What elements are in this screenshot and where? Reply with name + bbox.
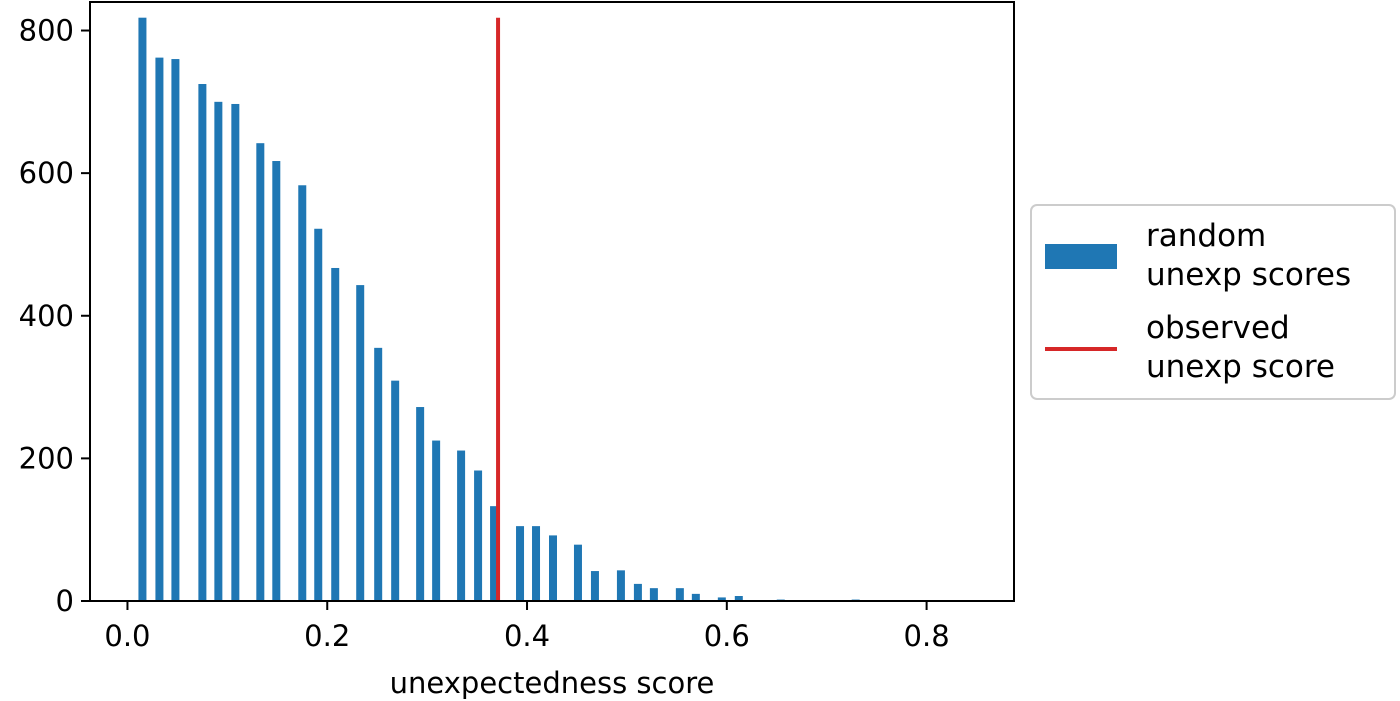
legend-label-random-scores: random unexp scores [1146,218,1351,293]
histogram-bar [298,185,307,601]
x-tick-label: 0.6 [704,619,750,653]
histogram-bar [590,571,599,601]
histogram-bar [356,285,365,601]
histogram-bar [391,380,400,601]
histogram-bar [198,84,207,601]
histogram-bar [374,347,383,601]
histogram-bars [138,17,860,602]
histogram-bar [138,17,147,601]
histogram-bar [717,597,726,601]
histogram-bar [633,583,642,601]
histogram-bar [231,103,240,601]
histogram-bar [675,588,684,601]
y-tick-label: 200 [19,441,74,475]
legend-frame [1030,204,1396,400]
histogram-bar [649,588,658,601]
histogram-bar [432,440,441,601]
histogram-bar [616,570,625,601]
histogram-bar [272,161,281,601]
histogram-bar [155,57,164,602]
y-tick-label: 0 [56,584,74,618]
histogram-bar [314,228,323,601]
y-tick-label: 600 [19,156,74,190]
histogram-bar [416,407,425,601]
x-tick-label: 0.4 [504,619,550,653]
histogram-bar [256,143,265,601]
legend-swatch-bars [1045,244,1117,269]
legend: random unexp scores observed unexp score [1030,204,1396,400]
histogram-bar [214,101,223,601]
histogram-bar [474,470,483,601]
x-axis-label: unexpectedness score [390,666,715,700]
y-axis-ticks: 0 200 400 600 800 [19,14,90,618]
histogram-bar [532,526,541,602]
histogram-bar [171,59,180,602]
histogram-bar [573,544,582,601]
histogram-bar [490,506,499,601]
x-tick-label: 0.8 [904,619,950,653]
histogram-bar [734,596,743,601]
histogram-bar [331,267,340,601]
y-tick-label: 800 [19,14,74,48]
histogram-bar [691,593,700,601]
x-axis-ticks: 0.0 0.2 0.4 0.6 0.8 [104,601,950,653]
plot-frame [89,1,1015,602]
histogram-bar [549,535,557,601]
histogram-bar [516,526,525,602]
histogram-bar [457,450,466,601]
legend-label-observed-score: observed unexp score [1146,310,1335,385]
x-tick-label: 0.2 [304,619,350,653]
y-tick-label: 400 [19,299,74,333]
x-tick-label: 0.0 [104,619,150,653]
